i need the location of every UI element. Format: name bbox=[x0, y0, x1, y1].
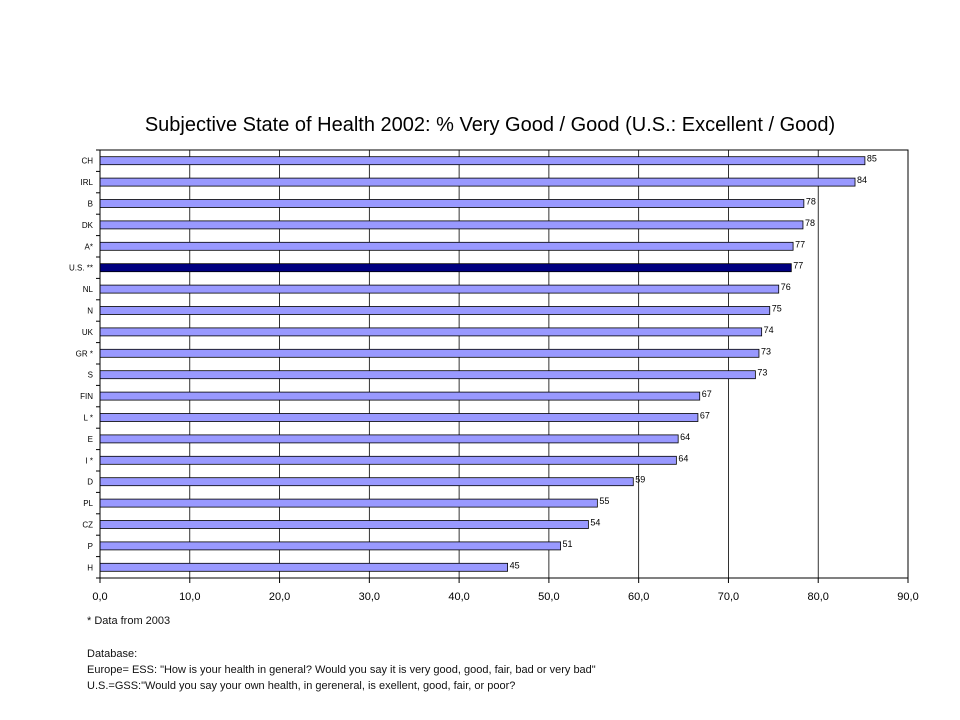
value-label: 77 bbox=[795, 239, 805, 249]
category-label: B bbox=[88, 200, 93, 209]
value-label: 76 bbox=[781, 282, 791, 292]
category-label: NL bbox=[83, 285, 94, 294]
footnote: * Data from 2003 bbox=[87, 615, 171, 627]
bar bbox=[99, 199, 805, 208]
x-tick-label: 30,0 bbox=[359, 591, 380, 603]
category-label: P bbox=[88, 542, 93, 551]
bar bbox=[99, 520, 589, 529]
bar bbox=[99, 263, 792, 273]
bar bbox=[99, 541, 561, 551]
plot-area bbox=[99, 149, 909, 579]
value-label: 64 bbox=[680, 432, 690, 442]
label-layer: CH 85 IRL 84 B 78 DK 78 A* 77 U.S. ** 77 NL 76 N 75 UK 74… bbox=[69, 154, 877, 573]
category-label: E bbox=[88, 435, 93, 444]
category-label: PL bbox=[83, 499, 93, 508]
axis-layer: 0,0 10,0 20,0 30,0 40,0 50,0 60,0 70,0 80,0 90,0 bbox=[92, 149, 919, 603]
bar bbox=[99, 241, 794, 251]
bar bbox=[99, 348, 760, 358]
category-label: UK bbox=[82, 328, 94, 337]
bar bbox=[99, 562, 508, 572]
database-us-note: U.S.=GSS:"Would you say your own health,… bbox=[87, 680, 516, 692]
bar bbox=[99, 498, 598, 508]
category-label: U.S. ** bbox=[69, 264, 93, 273]
bar bbox=[99, 413, 699, 422]
category-label: CH bbox=[81, 157, 93, 166]
x-tick-label: 0,0 bbox=[92, 591, 107, 603]
value-label: 55 bbox=[599, 496, 609, 506]
x-tick-label: 40,0 bbox=[448, 591, 469, 603]
category-label: L * bbox=[84, 414, 94, 423]
bar bbox=[99, 177, 856, 187]
x-tick-label: 20,0 bbox=[269, 591, 290, 603]
value-label: 78 bbox=[806, 197, 816, 207]
value-label: 67 bbox=[700, 411, 710, 421]
category-label: CZ bbox=[82, 521, 93, 530]
bar bbox=[99, 455, 677, 465]
grid-layer bbox=[99, 149, 909, 579]
x-tick-label: 70,0 bbox=[718, 591, 739, 603]
value-label: 73 bbox=[757, 368, 767, 378]
bar bbox=[99, 391, 701, 401]
value-label: 64 bbox=[678, 453, 688, 463]
value-label: 77 bbox=[793, 261, 803, 271]
category-label: IRL bbox=[81, 178, 94, 187]
bar bbox=[99, 306, 771, 315]
category-label: H bbox=[87, 563, 93, 572]
category-label: GR * bbox=[76, 349, 93, 358]
value-label: 59 bbox=[635, 475, 645, 485]
category-label: I * bbox=[85, 456, 93, 465]
category-label: A* bbox=[85, 242, 93, 251]
bar bbox=[99, 327, 763, 337]
x-tick-label: 90,0 bbox=[897, 591, 918, 603]
value-label: 78 bbox=[805, 218, 815, 228]
value-label: 74 bbox=[764, 325, 774, 335]
value-label: 73 bbox=[761, 346, 771, 356]
bar bbox=[99, 370, 756, 380]
category-label: S bbox=[88, 371, 93, 380]
bar bbox=[99, 220, 804, 230]
bar bbox=[99, 477, 634, 487]
bar bbox=[99, 284, 780, 294]
bar bbox=[99, 434, 679, 444]
bar bbox=[99, 156, 866, 166]
category-label: D bbox=[87, 478, 93, 487]
value-label: 51 bbox=[563, 539, 573, 549]
value-label: 84 bbox=[857, 175, 867, 185]
value-label: 54 bbox=[590, 518, 600, 528]
category-label: FIN bbox=[80, 392, 93, 401]
database-heading: Database: bbox=[87, 648, 138, 660]
value-label: 85 bbox=[867, 154, 877, 164]
x-tick-label: 80,0 bbox=[808, 591, 829, 603]
value-label: 75 bbox=[772, 304, 782, 314]
bar-layer bbox=[99, 156, 866, 572]
x-tick-label: 50,0 bbox=[538, 591, 559, 603]
chart-title: Subjective State of Health 2002: % Very … bbox=[144, 114, 836, 136]
category-label: DK bbox=[82, 221, 94, 230]
category-label: N bbox=[87, 307, 93, 316]
database-europe-note: Europe= ESS: "How is your health in gene… bbox=[87, 664, 596, 676]
x-tick-label: 60,0 bbox=[628, 591, 649, 603]
value-label: 67 bbox=[702, 389, 712, 399]
value-label: 45 bbox=[510, 560, 520, 570]
x-tick-label: 10,0 bbox=[179, 591, 200, 603]
